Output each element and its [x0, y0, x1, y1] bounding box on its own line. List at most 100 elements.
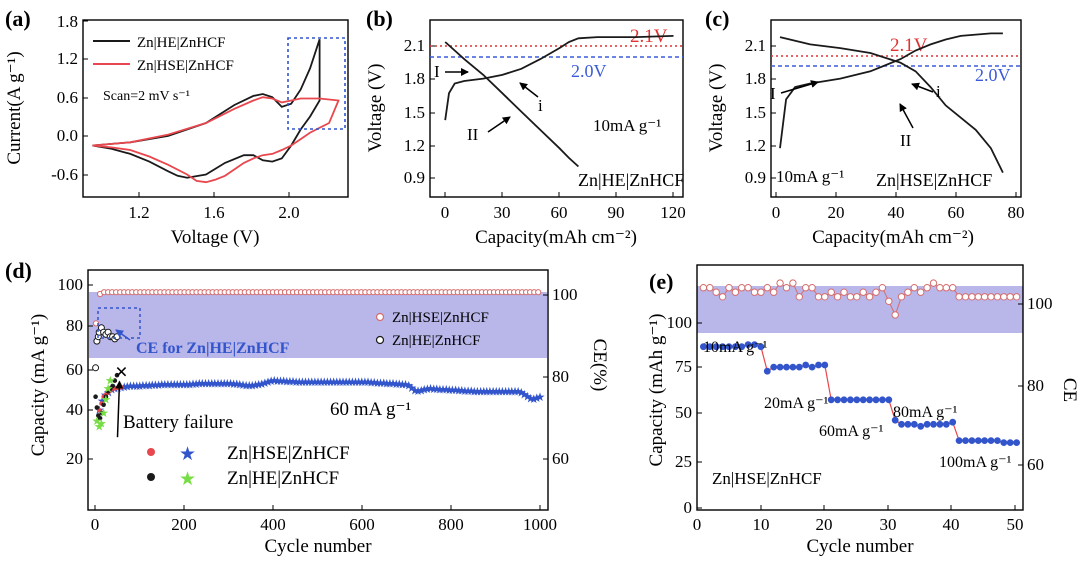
capacity-point-e: [1013, 439, 1020, 446]
capacity-point-he: [99, 410, 105, 416]
y-tick-label: 50: [675, 403, 692, 422]
x-tick-label: 10: [753, 515, 770, 534]
ce-point-e: [917, 288, 925, 296]
ce-point-e: [878, 284, 887, 292]
capacity-point-e: [840, 396, 848, 404]
capacity-point-hse: ★: [97, 394, 108, 408]
capacity-point-e: [936, 420, 944, 428]
capacity-point-hse: ★: [188, 377, 199, 391]
failure-cross-icon: ✕: [115, 365, 128, 382]
capacity-point-hse: ★: [444, 383, 455, 397]
capacity-point-he-green: ★: [105, 374, 116, 388]
capacity-point-hse: ★: [478, 384, 489, 398]
curve-mark-i: i: [936, 82, 941, 101]
capacity-point-e: [757, 343, 765, 351]
x-ticks-c: 0 20 40 60 80: [772, 192, 1025, 222]
capacity-point-hse: ★: [375, 376, 386, 390]
capacity-point-hse: ★: [435, 382, 446, 396]
capacity-point-hse: ★: [122, 379, 133, 393]
ce-point-e: [974, 293, 982, 301]
capacity-point-e: [738, 343, 746, 351]
y-axis-title-c: Voltage (V): [706, 64, 727, 153]
capacity-point-hse: ★: [372, 376, 383, 390]
scan-rate-note: Scan=2 mV s⁻¹: [103, 89, 190, 104]
y-tick-label: 1.2: [404, 136, 425, 155]
capacity-point-hse: ★: [450, 383, 461, 397]
x-tick-label: 60: [551, 203, 568, 222]
ref-label-2.0v: 2.0V: [571, 61, 607, 81]
capacity-point-hse: ★: [397, 377, 408, 391]
panel-label-d: (d): [5, 258, 32, 283]
capacity-point-hse: ★: [481, 384, 492, 398]
highlight-box-a: [287, 37, 346, 130]
capacity-point-e: [930, 420, 937, 428]
cell-label-b: Zn|HE|ZnHCF: [578, 170, 684, 190]
y-tick-label: 0.9: [745, 168, 766, 187]
capacity-point-hse: ★: [344, 375, 355, 389]
ce-point-e: [853, 293, 861, 301]
capacity-point-hse: ★: [431, 382, 442, 396]
capacity-point-hse: ★: [503, 384, 514, 398]
capacity-point-hse: ★: [419, 383, 430, 397]
capacity-point-hse: ★: [288, 375, 299, 389]
ce-point-e: [840, 288, 848, 296]
panel-label-e: (e): [649, 269, 673, 294]
capacity-point-hse: ★: [331, 375, 342, 389]
y-tick-label: 0: [684, 498, 693, 517]
y-tick-label: 20: [66, 449, 83, 468]
capacity-point-hse: ★: [356, 375, 367, 389]
ce-point-e: [738, 284, 746, 292]
legend-label-hse-ce: Zn|HSE|ZnHCF: [392, 310, 489, 326]
legend-label-hse: Zn|HSE|ZnHCF: [227, 443, 350, 464]
capacity-point-hse: ★: [200, 376, 211, 390]
capacity-point-hse: ★: [231, 377, 242, 391]
y-tick-label: 100: [58, 275, 84, 294]
y-right-tick-label: 80: [552, 367, 569, 386]
capacity-point-e: [751, 341, 758, 348]
capacity-point-he: [114, 372, 120, 378]
capacity-point-hse: ★: [413, 384, 424, 398]
ce-point-e: [744, 284, 752, 292]
capacity-point-hse: ★: [369, 376, 380, 390]
capacity-point-hse: ★: [510, 384, 521, 398]
capacity-point-hse: ★: [466, 384, 477, 398]
plot-frame-b: [429, 19, 684, 198]
capacity-point-hse: ★: [438, 383, 449, 397]
capacity-point-he: [110, 383, 115, 389]
ce-point-e: [949, 284, 957, 292]
capacity-point-hse: ★: [275, 374, 286, 388]
capacity-point-hse: ★: [244, 379, 255, 393]
x-tick-label: 1.2: [128, 203, 149, 222]
capacity-point-hse: ★: [144, 378, 155, 392]
capacity-point-hse: ★: [519, 388, 530, 402]
capacity-point-hse: ★: [531, 391, 542, 405]
x-axis-title-a: Voltage (V): [171, 227, 260, 248]
x-tick-label: 90: [608, 203, 625, 222]
ce-point-e: [814, 293, 823, 301]
capacity-point-e: [910, 420, 918, 428]
ce-point-e: [763, 284, 771, 292]
y-tick-label: 80: [66, 316, 83, 335]
capacity-point-e: [904, 420, 912, 428]
capacity-point-hse: ★: [381, 376, 392, 390]
x-axis-title-e: Cycle number: [806, 536, 914, 557]
capacity-point-e: [898, 420, 905, 428]
capacity-point-e: [763, 367, 771, 375]
capacity-point-hse: ★: [247, 379, 258, 393]
rate-label-e-20: 20mA g⁻¹: [764, 395, 829, 412]
x-tick-label: 20: [828, 203, 845, 222]
capacity-point-he-green: ★: [96, 417, 107, 431]
failure-label: Battery failure: [123, 412, 233, 433]
ce-point-e: [846, 293, 855, 301]
x-tick-label: 1000: [523, 515, 557, 534]
ce-point-e: [980, 293, 989, 301]
ce-point-e: [993, 293, 1002, 301]
ref-label-2.1v: 2.1V: [890, 35, 928, 56]
capacity-point-hse: ★: [260, 376, 271, 390]
capacity-point-hse: ★: [256, 377, 267, 391]
panel-e: (e) 0 10 20 30 40 50 0 25 50 75: [646, 264, 1080, 557]
capacity-point-hse: ★: [191, 377, 202, 391]
capacity-point-hse: ★: [522, 390, 533, 404]
capacity-point-e: [853, 396, 861, 404]
capacity-point-e: [859, 396, 867, 404]
